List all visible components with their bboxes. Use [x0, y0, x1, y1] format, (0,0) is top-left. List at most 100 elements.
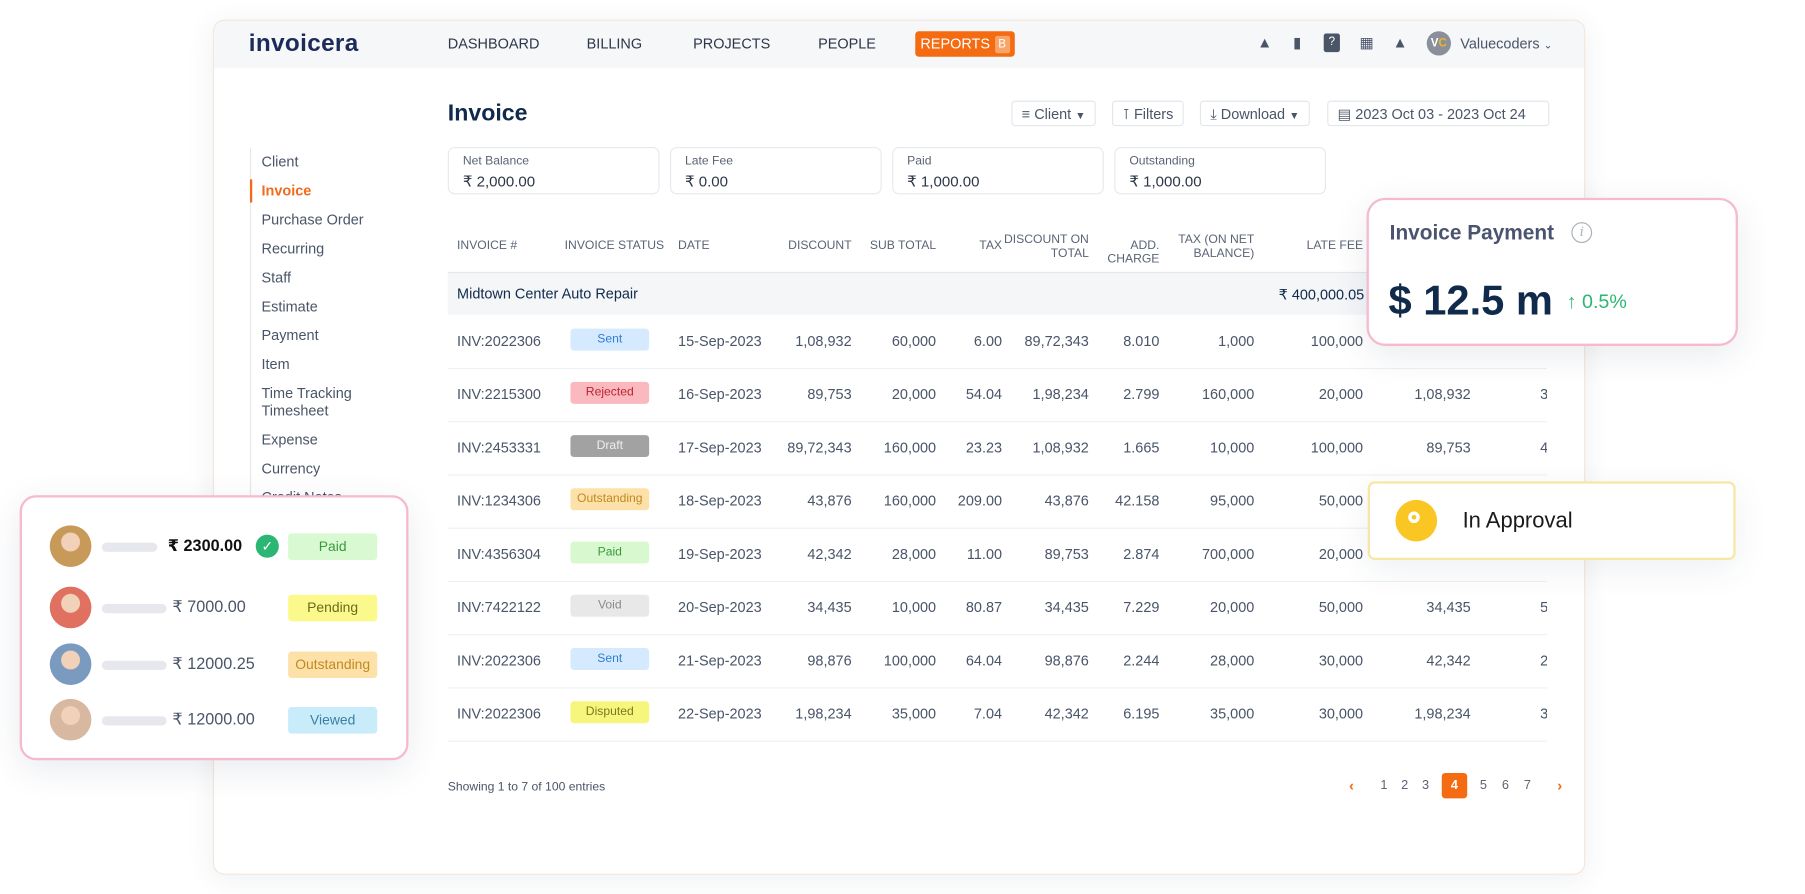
sidebar-item-recurring[interactable]: Recurring: [261, 240, 325, 257]
page-4-button[interactable]: 4: [1441, 772, 1468, 799]
table-cell: INV:2022306: [457, 333, 541, 350]
sidebar-item-time-tracking-timesheet[interactable]: Time Tracking Timesheet: [261, 385, 352, 419]
column-header[interactable]: ADD. CHARGE: [1107, 238, 1160, 267]
stat-net-balance: Net Balance ₹ 2,000.00: [447, 146, 660, 195]
table-cell: 1,98,234: [795, 705, 852, 723]
table-row[interactable]: INV:4356304 Paid 19-Sep-2023 42,342 28,000 11…: [447, 528, 1548, 583]
table-cell: 43,876: [1044, 492, 1089, 510]
page-6-button[interactable]: 6: [1501, 778, 1509, 793]
table-row[interactable]: INV:1234306 Outstanding 18-Sep-2023 43,876 1…: [447, 474, 1548, 529]
nav-people[interactable]: PEOPLE: [818, 35, 876, 53]
table-cell: 10,000: [891, 599, 937, 616]
payment-list-item[interactable]: ₹ 12000.25 Outstanding: [22, 643, 406, 686]
table-cell: 60,000: [891, 333, 937, 350]
megaphone-icon[interactable]: ▮: [1292, 33, 1302, 51]
table-cell: 2.799: [1123, 386, 1160, 403]
nav-billing[interactable]: BILLING: [586, 35, 643, 53]
app-window: invoicera DASHBOARD BILLING PROJECTS PEO…: [212, 19, 1586, 875]
android-icon[interactable]: ▲: [1257, 33, 1273, 51]
nav-projects[interactable]: PROJECTS: [693, 35, 771, 53]
stat-label: Outstanding: [1129, 153, 1195, 168]
name-placeholder-bar: [101, 716, 167, 726]
page-7-button[interactable]: 7: [1523, 778, 1531, 793]
table-row[interactable]: INV:2453331 Draft 17-Sep-2023 89,72,343 160,…: [447, 421, 1548, 476]
table-cell: 21-Sep-2023: [678, 652, 762, 669]
nav-reports[interactable]: REPORTS B: [915, 31, 1015, 57]
sidebar-item-estimate[interactable]: Estimate: [261, 298, 318, 315]
next-page-button[interactable]: ›: [1557, 776, 1563, 794]
sidebar-item-currency[interactable]: Currency: [261, 460, 321, 477]
sidebar-divider: [249, 148, 252, 507]
page-2-button[interactable]: 2: [1401, 778, 1409, 793]
table-header: INVOICE # INVOICE STATUS DATE DISCOUNT SUB T…: [448, 227, 1547, 271]
table-row[interactable]: INV:7422122 Void 20-Sep-2023 34,435 10,000 80…: [447, 581, 1548, 636]
status-badge: Outstanding: [288, 651, 378, 679]
logo[interactable]: invoicera: [248, 30, 359, 57]
column-header[interactable]: SUB TOTAL: [869, 238, 937, 253]
user-menu[interactable]: Valuecoders ⌄: [1460, 36, 1552, 52]
table-cell: 50,000: [1318, 492, 1364, 510]
table-cell: INV:2453331: [457, 439, 541, 456]
table-row[interactable]: INV:2215300 Rejected 16-Sep-2023 89,753 20,0…: [447, 368, 1548, 423]
date-range-picker[interactable]: ▤ 2023 Oct 03 - 2023 Oct 24: [1327, 100, 1550, 127]
nav-dashboard[interactable]: DASHBOARD: [447, 35, 540, 53]
caret-down-icon: ▼: [1075, 109, 1086, 122]
bell-icon[interactable]: ▲: [1392, 33, 1408, 51]
column-header[interactable]: DISCOUNT ON TOTAL: [1004, 232, 1089, 261]
user-avatar[interactable]: VC: [1426, 31, 1452, 56]
column-header[interactable]: DATE: [678, 238, 710, 253]
column-header[interactable]: INVOICE STATUS: [564, 238, 665, 253]
column-header[interactable]: INVOICE #: [457, 238, 518, 253]
info-icon[interactable]: i: [1571, 222, 1593, 243]
payment-list-item[interactable]: ₹ 7000.00 Pending: [22, 586, 406, 629]
status-badge: Paid: [570, 541, 650, 564]
column-header[interactable]: DISCOUNT: [788, 238, 852, 253]
sidebar-item-client[interactable]: Client: [261, 153, 299, 171]
prev-page-button[interactable]: ‹: [1348, 776, 1355, 794]
sidebar-item-invoice[interactable]: Invoice: [261, 182, 312, 200]
payment-list-item[interactable]: ₹ 2300.00 ✓ Paid: [22, 525, 406, 567]
table-cell: 15-Sep-2023: [678, 333, 762, 350]
sidebar-item-item[interactable]: Item: [261, 356, 290, 373]
table-row[interactable]: INV:2022306 Sent 15-Sep-2023 1,08,932 60,000…: [447, 315, 1548, 370]
table-cell: 42,342: [1044, 705, 1089, 723]
download-dropdown[interactable]: ⤓ Download ▼: [1199, 100, 1310, 127]
page-5-button[interactable]: 5: [1479, 778, 1487, 793]
table-cell: 19-Sep-2023: [678, 546, 762, 563]
table-cell: 28,000: [891, 546, 937, 563]
table-cell: 34,435: [1426, 599, 1471, 616]
help-icon[interactable]: ?: [1323, 33, 1340, 53]
table-cell: INV:2022306: [457, 652, 541, 669]
table-cell: 89,72,343: [1024, 333, 1089, 350]
client-dropdown[interactable]: ≡ Client ▼: [1011, 100, 1096, 127]
table-cell: 20-Sep-2023: [678, 599, 762, 616]
status-badge: Paid: [288, 533, 378, 561]
approval-label: In Approval: [1462, 509, 1573, 534]
table-row[interactable]: INV:2022306 Sent 21-Sep-2023 98,876 100,000 6…: [447, 634, 1548, 689]
table-cell: 30,000: [1318, 705, 1364, 723]
payment-list-item[interactable]: ₹ 12000.00 Viewed: [22, 698, 406, 741]
avatar: [49, 698, 92, 741]
filters-button[interactable]: ⊺ Filters: [1111, 100, 1184, 127]
table-cell: 209.00: [957, 492, 1003, 510]
column-header[interactable]: LATE FEE: [1306, 238, 1364, 253]
table-cell: 160,000: [1202, 386, 1255, 403]
table-cell: 8.010: [1123, 333, 1160, 350]
table-row[interactable]: INV:2022306 Disputed 22-Sep-2023 1,98,234 35…: [447, 687, 1548, 742]
table-cell: 89,72,343: [787, 439, 852, 456]
payment-amount: ₹ 12000.25: [172, 653, 255, 673]
keyboard-icon[interactable]: ▦: [1359, 33, 1374, 51]
page-1-button[interactable]: 1: [1380, 778, 1388, 793]
table-cell: 4: [1540, 440, 1547, 456]
table-cell: 5: [1540, 599, 1547, 615]
page-3-button[interactable]: 3: [1422, 778, 1430, 793]
column-header[interactable]: TAX (ON NET BALANCE): [1178, 232, 1255, 261]
table-cell: 100,000: [1310, 439, 1364, 456]
sidebar-item-staff[interactable]: Staff: [261, 269, 291, 286]
sidebar-item-payment[interactable]: Payment: [261, 327, 319, 344]
sidebar-item-expense[interactable]: Expense: [261, 431, 318, 448]
table-cell: 7.04: [973, 705, 1003, 723]
sidebar-item-purchase-order[interactable]: Purchase Order: [261, 211, 364, 228]
status-badge: Sent: [570, 328, 650, 351]
column-header[interactable]: TAX: [979, 238, 1003, 253]
